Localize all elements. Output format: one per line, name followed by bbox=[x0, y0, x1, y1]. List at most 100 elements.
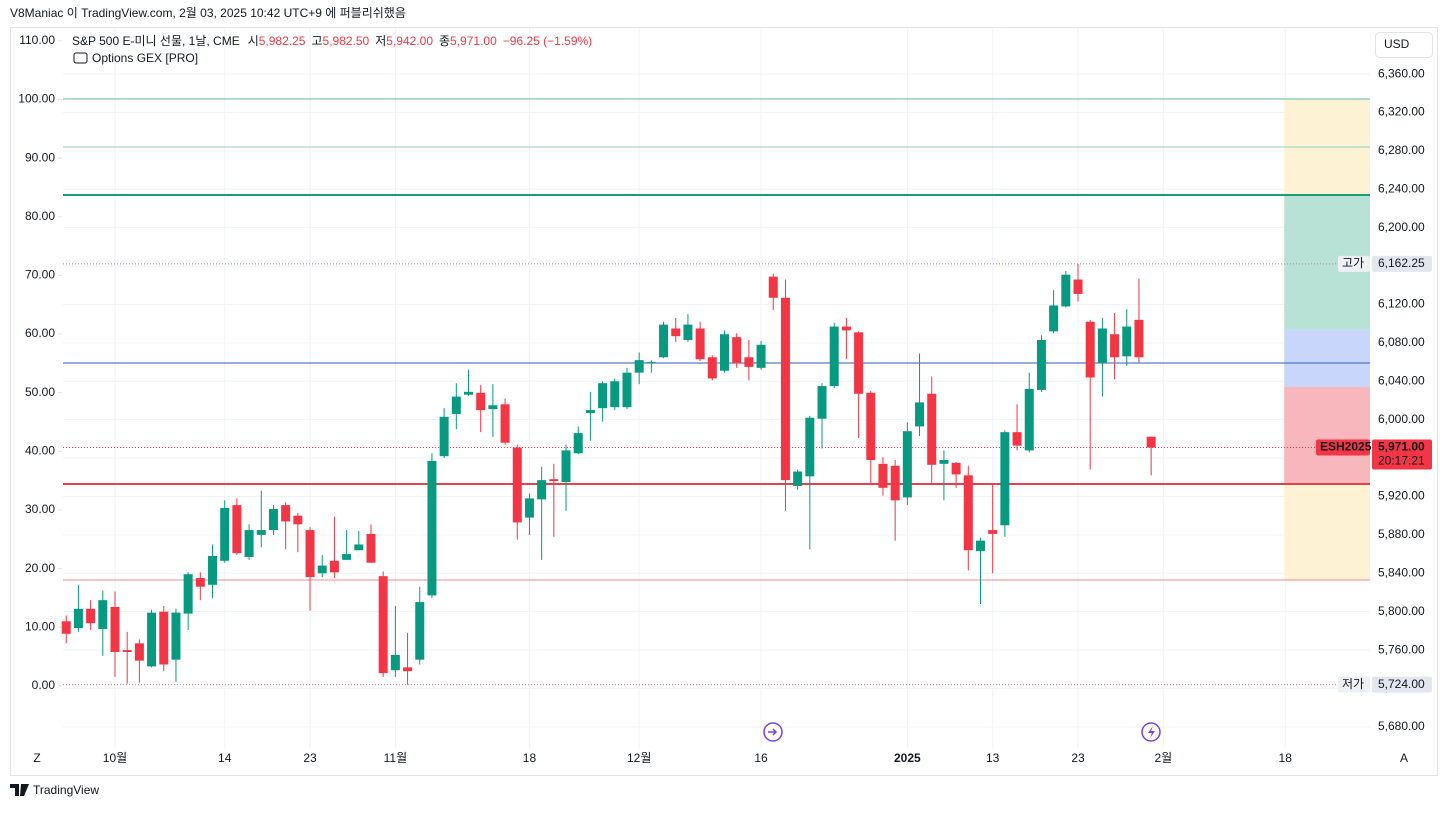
countdown: 20:17:21 bbox=[1378, 454, 1425, 468]
candle-body bbox=[878, 463, 888, 488]
candle-body bbox=[720, 334, 729, 371]
y2-tick-label: 90.00 bbox=[25, 150, 55, 164]
legend-key: 시 bbox=[248, 34, 259, 48]
brand-logo bbox=[10, 784, 29, 796]
x-tick-label: 18 bbox=[523, 751, 537, 765]
candle-body bbox=[134, 643, 144, 661]
price-badge bbox=[1372, 676, 1432, 693]
scale-button[interactable]: A bbox=[1400, 751, 1408, 765]
x-tick-label: 16 bbox=[754, 751, 768, 765]
candle-body bbox=[61, 621, 71, 634]
candle-body bbox=[159, 611, 169, 665]
y-tick-label: 6,120.00 bbox=[1378, 297, 1425, 311]
candle-body bbox=[1073, 279, 1083, 294]
candle-body bbox=[598, 383, 608, 409]
candle-body bbox=[1146, 436, 1156, 448]
candle-body bbox=[1000, 432, 1010, 526]
candle-body bbox=[780, 297, 790, 481]
candle-body bbox=[500, 404, 510, 443]
legend-key: 고 bbox=[311, 34, 322, 48]
last-price-badge bbox=[1372, 439, 1432, 470]
candle-body bbox=[354, 544, 364, 551]
candle-body bbox=[951, 462, 961, 475]
y-tick-label: 6,280.00 bbox=[1378, 143, 1425, 157]
indicator-icon bbox=[73, 52, 88, 64]
y-tick-label: 5,840.00 bbox=[1378, 565, 1425, 579]
event-icon-glyph bbox=[1148, 726, 1155, 738]
candle-body bbox=[110, 606, 120, 652]
candle-body bbox=[1012, 432, 1022, 446]
y2-tick-label: 20.00 bbox=[25, 561, 55, 575]
gex-zone bbox=[1284, 329, 1370, 388]
x-tick-label: 23 bbox=[1071, 751, 1085, 765]
candle-body bbox=[366, 533, 376, 563]
candle-body bbox=[756, 344, 766, 368]
y-tick-label: 6,240.00 bbox=[1378, 181, 1425, 195]
candle-body bbox=[890, 465, 900, 501]
candle-body bbox=[439, 416, 449, 457]
candle-body bbox=[208, 556, 218, 585]
y2-tick-label: 70.00 bbox=[25, 268, 55, 282]
y-tick-label: 5,920.00 bbox=[1378, 489, 1425, 503]
price-badge-text: 6,162.25 bbox=[1378, 256, 1425, 270]
y2-tick-label: 80.00 bbox=[25, 209, 55, 223]
y2-tick-label: 40.00 bbox=[25, 443, 55, 457]
candle-body bbox=[829, 326, 839, 387]
candle-body bbox=[171, 612, 181, 660]
x-tick-label: 2월 bbox=[1154, 751, 1172, 765]
candle-body bbox=[293, 515, 303, 525]
currency-button[interactable] bbox=[1375, 32, 1433, 58]
y2-tick-label: 60.00 bbox=[25, 326, 55, 340]
candle-body bbox=[427, 460, 437, 596]
candle-body bbox=[524, 498, 534, 518]
x-tick-label: 12월 bbox=[627, 751, 651, 765]
candle-body bbox=[1049, 305, 1059, 332]
candle-body bbox=[220, 508, 230, 561]
y2-tick-label: 110.00 bbox=[19, 33, 55, 47]
candle-body bbox=[537, 480, 547, 500]
x-tick-label: 14 bbox=[218, 751, 232, 765]
candle-body bbox=[390, 654, 400, 671]
candle-body bbox=[610, 381, 620, 408]
y-tick-label: 6,000.00 bbox=[1378, 412, 1425, 426]
y2-tick-label: 0.00 bbox=[32, 678, 56, 692]
candle-body bbox=[915, 402, 925, 427]
candle-body bbox=[415, 602, 425, 660]
candle-body bbox=[1122, 326, 1132, 357]
y-tick-label: 6,080.00 bbox=[1378, 335, 1425, 349]
candle-body bbox=[671, 328, 681, 337]
candle-body bbox=[86, 608, 96, 624]
candle-body bbox=[464, 391, 474, 395]
y-tick-label: 5,880.00 bbox=[1378, 527, 1425, 541]
candle-body bbox=[963, 475, 973, 551]
candle-body bbox=[622, 372, 632, 408]
legend-key: 저 bbox=[375, 34, 386, 48]
candle-body bbox=[659, 324, 669, 358]
scale-button[interactable]: Z bbox=[33, 751, 40, 765]
candle-body bbox=[695, 328, 705, 360]
y-tick-label: 6,200.00 bbox=[1378, 220, 1425, 234]
x-tick-label: 13 bbox=[986, 751, 1000, 765]
candle-body bbox=[549, 479, 559, 482]
indicator-name[interactable]: Options GEX [PRO] bbox=[92, 51, 198, 65]
candle-body bbox=[244, 530, 254, 557]
candle-body bbox=[1085, 321, 1095, 378]
last-symbol: ESH2025 bbox=[1320, 440, 1372, 454]
candle-body bbox=[902, 431, 912, 498]
candle-body bbox=[585, 410, 595, 413]
candle-body bbox=[73, 608, 83, 628]
candle-body bbox=[817, 386, 827, 419]
x-tick-label: 10월 bbox=[103, 751, 127, 765]
candle-body bbox=[1036, 340, 1046, 390]
currency-label[interactable]: USD bbox=[1384, 37, 1410, 51]
legend-value: 5,942.00 bbox=[386, 34, 433, 48]
y-tick-label: 5,800.00 bbox=[1378, 604, 1425, 618]
last-symbol-badge bbox=[1316, 439, 1370, 456]
y-tick-label: 5,680.00 bbox=[1378, 719, 1425, 733]
legend-change: −96.25 (−1.59%) bbox=[503, 34, 592, 48]
last-price-text: 5,971.00 bbox=[1378, 440, 1425, 454]
legend-value: 5,982.50 bbox=[323, 34, 370, 48]
candle-body bbox=[793, 471, 803, 486]
y2-tick-label: 100.00 bbox=[18, 92, 55, 106]
